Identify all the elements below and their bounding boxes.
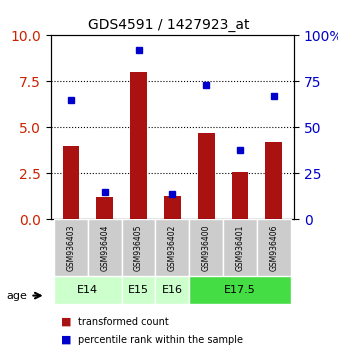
FancyBboxPatch shape xyxy=(155,276,189,304)
Bar xyxy=(164,195,181,219)
Bar xyxy=(96,198,113,219)
Text: GSM936402: GSM936402 xyxy=(168,224,177,271)
FancyBboxPatch shape xyxy=(223,219,257,276)
Text: percentile rank within the sample: percentile rank within the sample xyxy=(78,335,243,345)
FancyBboxPatch shape xyxy=(189,219,223,276)
Text: E15: E15 xyxy=(128,285,149,295)
Text: E17.5: E17.5 xyxy=(224,285,256,295)
FancyBboxPatch shape xyxy=(122,276,155,304)
Text: GSM936400: GSM936400 xyxy=(202,224,211,271)
FancyBboxPatch shape xyxy=(257,219,291,276)
Bar xyxy=(232,172,248,219)
Text: ■: ■ xyxy=(61,317,71,327)
Bar xyxy=(130,72,147,219)
Bar xyxy=(63,146,79,219)
Text: E14: E14 xyxy=(77,285,98,295)
FancyBboxPatch shape xyxy=(54,219,88,276)
Bar xyxy=(265,142,282,219)
Text: transformed count: transformed count xyxy=(78,317,168,327)
Text: GSM936406: GSM936406 xyxy=(269,224,278,271)
Text: GSM936403: GSM936403 xyxy=(67,224,75,271)
FancyBboxPatch shape xyxy=(54,276,122,304)
FancyBboxPatch shape xyxy=(88,219,122,276)
Text: GSM936404: GSM936404 xyxy=(100,224,109,271)
Text: GDS4591 / 1427923_at: GDS4591 / 1427923_at xyxy=(88,18,250,32)
Text: GSM936401: GSM936401 xyxy=(236,224,244,271)
Text: age: age xyxy=(7,291,28,301)
FancyBboxPatch shape xyxy=(155,219,189,276)
FancyBboxPatch shape xyxy=(122,219,155,276)
Text: E16: E16 xyxy=(162,285,183,295)
Text: GSM936405: GSM936405 xyxy=(134,224,143,271)
Text: ■: ■ xyxy=(61,335,71,345)
Bar xyxy=(198,133,215,219)
FancyBboxPatch shape xyxy=(189,276,291,304)
